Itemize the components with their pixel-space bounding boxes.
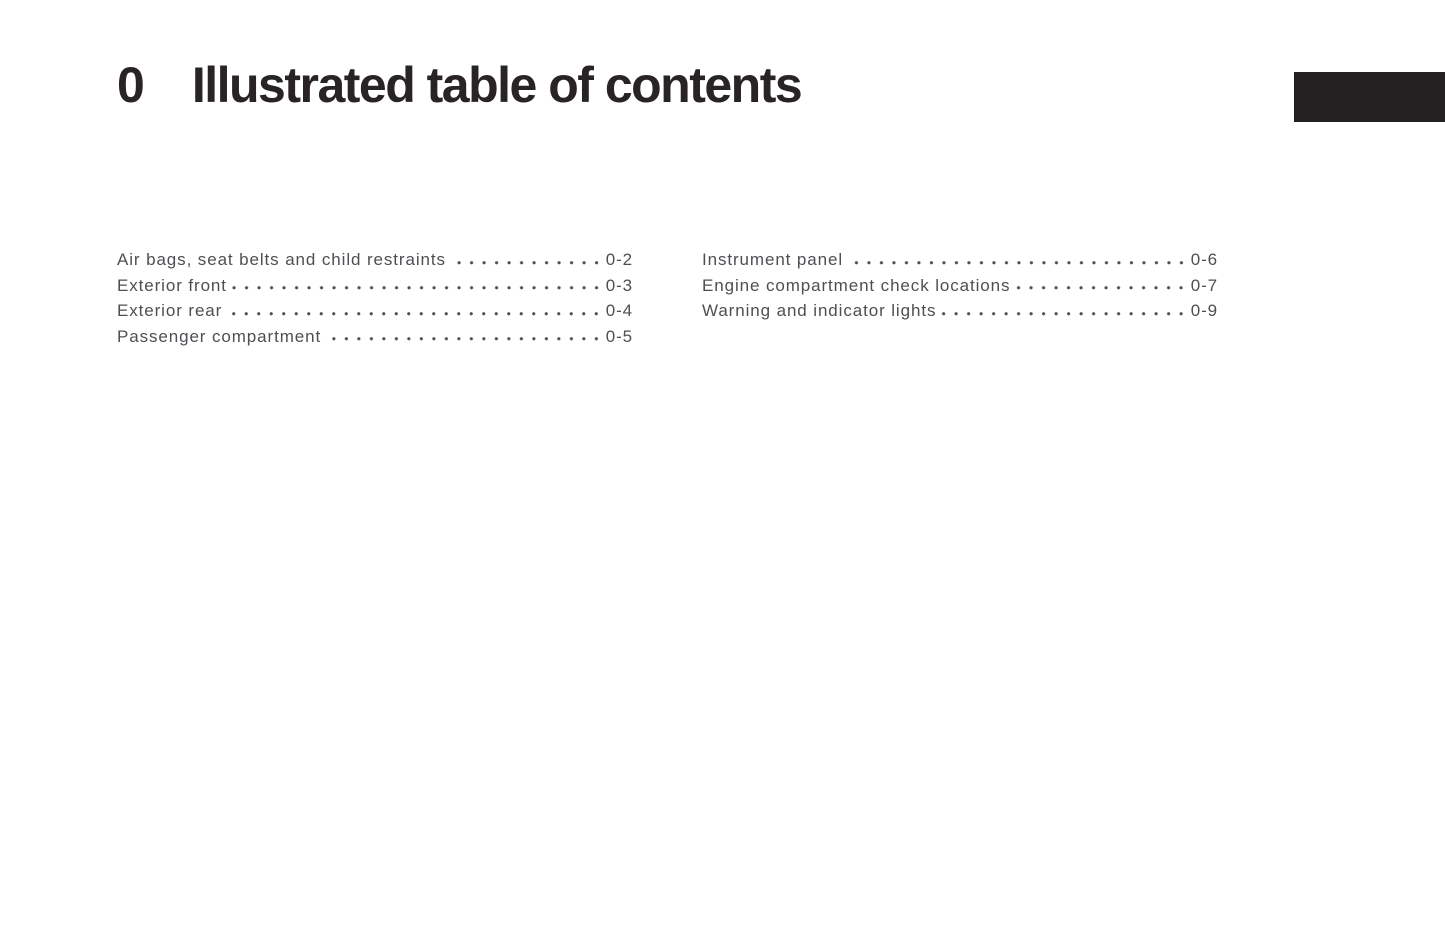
toc-entry-label: Air bags, seat belts and child restraint… — [117, 250, 446, 269]
toc-entry-page: 0-5 — [605, 326, 633, 346]
dot-leader — [326, 323, 603, 349]
toc-column-left: Air bags, seat belts and child restraint… — [117, 247, 633, 349]
toc-entry[interactable]: Engine compartment check locations 0-7 — [702, 272, 1218, 298]
toc-column-right: Instrument panel 0-6 Engine compartment … — [702, 247, 1218, 349]
toc-entry-label: Passenger compartment — [117, 326, 322, 346]
page-title: Illustrated table of contents — [191, 57, 803, 113]
dot-leader — [231, 272, 603, 298]
toc-entry-label: Exterior front — [117, 275, 227, 295]
toc-entry-label: Instrument panel — [702, 250, 844, 269]
toc-entry[interactable]: Air bags, seat belts and child restraint… — [117, 247, 633, 273]
toc-entry[interactable]: Exterior rear 0-4 — [117, 298, 633, 324]
table-of-contents: Air bags, seat belts and child restraint… — [117, 247, 1218, 349]
toc-entry-page: 0-7 — [1190, 275, 1218, 295]
dot-leader — [1015, 272, 1188, 298]
dot-leader — [848, 247, 1188, 273]
chapter-tab-marker — [1294, 72, 1445, 122]
chapter-header: 0 Illustrated table of contents — [117, 57, 803, 113]
toc-entry-label: Exterior rear — [117, 301, 223, 320]
toc-entry[interactable]: Instrument panel 0-6 — [702, 247, 1218, 273]
toc-entry[interactable]: Warning and indicator lights 0-9 — [702, 298, 1218, 324]
dot-leader — [450, 247, 603, 273]
dot-leader — [941, 298, 1188, 324]
toc-entry-page: 0-2 — [605, 250, 633, 269]
toc-entry-page: 0-4 — [605, 301, 633, 320]
toc-entry-label: Warning and indicator lights — [702, 301, 937, 320]
dot-leader — [227, 298, 603, 324]
chapter-number: 0 — [117, 57, 145, 113]
toc-entry[interactable]: Exterior front 0-3 — [117, 272, 633, 298]
toc-entry-page: 0-9 — [1190, 301, 1218, 320]
toc-entry[interactable]: Passenger compartment 0-5 — [117, 323, 633, 349]
toc-entry-page: 0-6 — [1190, 250, 1218, 269]
toc-entry-label: Engine compartment check locations — [702, 275, 1011, 295]
toc-entry-page: 0-3 — [605, 275, 633, 295]
